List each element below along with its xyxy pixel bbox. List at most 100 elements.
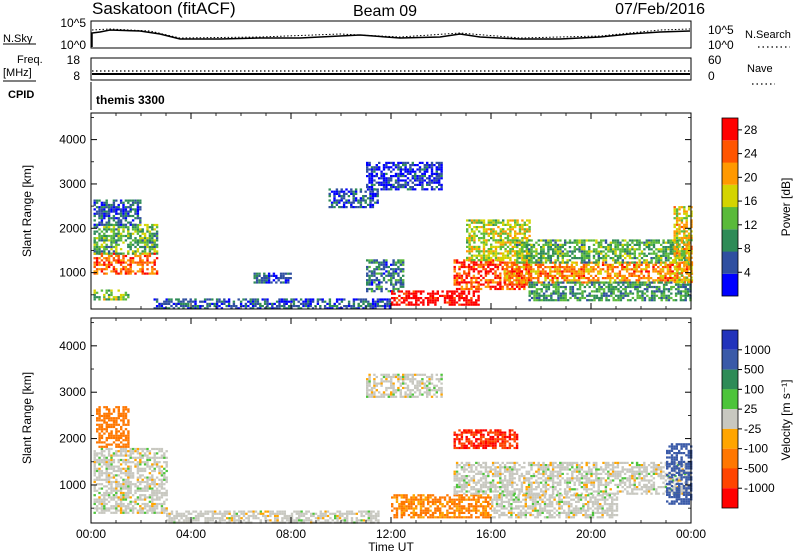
heatmap-cell [134,228,137,231]
heatmap-cell [559,239,562,242]
heatmap-cell [385,259,388,262]
heatmap-cell [499,230,502,233]
nsky-label: N.Sky [3,33,33,45]
heatmap-cell [141,494,144,497]
heatmap-cell [571,250,574,253]
heatmap-cell [478,226,481,229]
heatmap-cell [366,170,369,173]
heatmap-cell [105,425,108,429]
heatmap-cell [664,277,667,280]
heatmap-cell [100,474,104,477]
heatmap-cell [110,210,113,213]
heatmap-cell [139,206,142,209]
heatmap-cell [607,283,611,286]
heatmap-cell [141,450,144,453]
heatmap-cell [428,164,431,167]
heatmap-cell [98,502,101,506]
heatmap-cell [535,241,538,244]
heatmap-cell [252,510,255,513]
heatmap-cell [397,261,400,264]
heatmap-cell [470,276,473,280]
heatmap-cell [131,232,135,235]
heatmap-cell [122,483,125,486]
heatmap-cell [646,288,649,291]
heatmap-cell [165,450,168,453]
heatmap-cell [669,252,672,255]
heatmap-cell [371,307,375,310]
heatmap-cell [638,283,642,286]
heatmap-cell [673,210,676,213]
heatmap-cell [604,259,608,262]
heatmap-cell [637,263,641,266]
heatmap-cell [117,223,120,226]
heatmap-cell [290,300,293,303]
heatmap-cell [366,290,369,293]
heatmap-cell [667,246,670,249]
heatmap-cell [191,307,195,310]
heatmap-cell [431,299,435,302]
heatmap-cell [374,302,377,305]
heatmap-cell [112,234,116,238]
heatmap-cell [576,292,579,295]
heatmap-cell [160,485,164,488]
heatmap-cell [117,212,120,215]
heatmap-cell [178,512,181,515]
heatmap-cell [414,164,417,167]
heatmap-cell [529,279,533,282]
heatmap-cell [122,498,125,501]
heatmap-cell [131,208,135,211]
heatmap-cell [136,478,140,481]
heatmap-cell [641,299,644,302]
heatmap-cell [494,232,498,235]
heatmap-cell [255,281,259,284]
heatmap-cell [165,491,168,495]
heatmap-cell [299,302,303,305]
heatmap-cell [376,201,379,204]
heatmap-cell [470,228,474,231]
heatmap-cell [127,491,130,495]
heatmap-cell [390,281,393,284]
heatmap-cell [119,219,123,222]
heatmap-cell [146,463,149,466]
heatmap-cell [131,219,135,222]
heatmap-cell [309,300,312,303]
heatmap-cell [354,192,358,195]
heatmap-cell [139,259,142,262]
heatmap-cell [505,277,509,280]
heatmap-cell [260,281,264,284]
heatmap-cell [504,232,507,235]
heatmap-cell [586,299,589,302]
heatmap-cell [678,243,681,246]
heatmap-cell [607,294,611,297]
heatmap-cell [468,256,471,259]
heatmap-cell [407,290,411,293]
heatmap-cell [687,280,691,284]
heatmap-cell [151,252,154,255]
heatmap-cell [687,208,691,211]
heatmap-cell [269,510,272,513]
heatmap-cell [368,279,371,282]
heatmap-cell [405,299,408,302]
heatmap-cell [556,257,560,260]
heatmap-cell [251,305,255,308]
heatmap-region [93,447,168,514]
heatmap-cell [518,254,521,257]
heatmap-cell [124,254,128,258]
heatmap-cell [588,248,591,251]
heatmap-cell [376,298,380,301]
heatmap-cell [139,261,142,264]
heatmap-cell [124,217,128,220]
heatmap-cell [628,279,631,282]
heatmap-cell [282,272,285,275]
heatmap-cell [685,239,688,242]
heatmap-cell [610,283,613,286]
heatmap-cell [523,232,526,235]
heatmap-cell [402,161,405,164]
heatmap-cell [146,454,149,457]
heatmap-cell [127,201,130,204]
heatmap-cell [105,210,108,213]
heatmap-cell [580,270,583,273]
heatmap-cell [117,458,120,462]
heatmap-cell [562,292,565,295]
heatmap-cell [131,228,135,231]
